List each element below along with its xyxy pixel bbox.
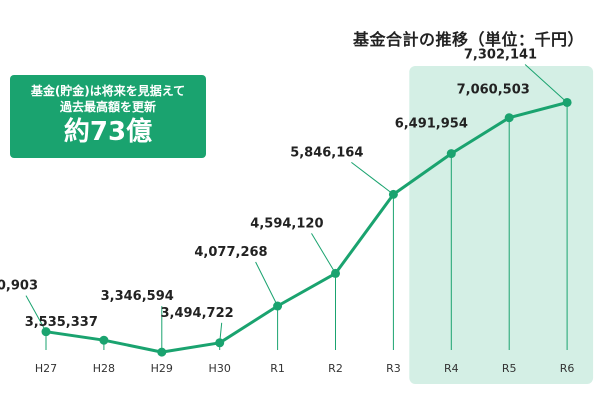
series-line (45, 101, 568, 354)
data-point (273, 301, 283, 311)
data-label: 6,491,954 (395, 117, 468, 132)
label-leader (311, 233, 336, 274)
x-tick-label: R3 (386, 362, 401, 375)
data-label: 7,060,503 (457, 83, 530, 98)
data-label: 3,535,337 (25, 315, 98, 330)
callout-line2: 過去最高額を更新 (59, 100, 156, 114)
highlight-panel (409, 66, 594, 384)
data-point (99, 335, 109, 345)
data-point (562, 97, 572, 107)
data-label: 3,346,594 (101, 289, 174, 304)
x-tick-label: R5 (502, 362, 517, 375)
callout-amount: 約73億 (63, 117, 153, 147)
data-point (215, 338, 225, 348)
data-label: 3,670,903 (0, 279, 38, 294)
x-tick-label: H28 (93, 362, 115, 375)
label-leader (255, 261, 279, 307)
x-tick-label: H30 (209, 362, 231, 375)
data-point (446, 149, 456, 159)
x-tick-label: R1 (270, 362, 285, 375)
data-point (388, 189, 398, 199)
data-label: 4,077,268 (194, 245, 267, 260)
data-label: 3,494,722 (160, 306, 233, 321)
x-tick-label: R2 (328, 362, 343, 375)
label-leader (524, 64, 568, 103)
data-point (504, 113, 514, 123)
data-label: 5,846,164 (290, 145, 363, 160)
data-point (41, 327, 51, 337)
x-tick-label: R6 (560, 362, 575, 375)
x-tick-label: H29 (151, 362, 173, 375)
label-leader (351, 161, 394, 195)
x-tick-label: H27 (35, 362, 57, 375)
callout-box: 基金(貯金)は将来を見据えて 過去最高額を更新 約73億 (10, 75, 206, 158)
callout-line1: 基金(貯金)は将来を見据えて (30, 84, 186, 98)
data-point (157, 347, 167, 357)
chart-title: 基金合計の推移（単位：千円） (352, 30, 584, 49)
label-leader (25, 295, 47, 332)
x-tick-label: R4 (444, 362, 459, 375)
data-label: 7,302,141 (464, 47, 537, 62)
data-label: 4,594,120 (250, 216, 323, 231)
data-point (331, 268, 340, 278)
